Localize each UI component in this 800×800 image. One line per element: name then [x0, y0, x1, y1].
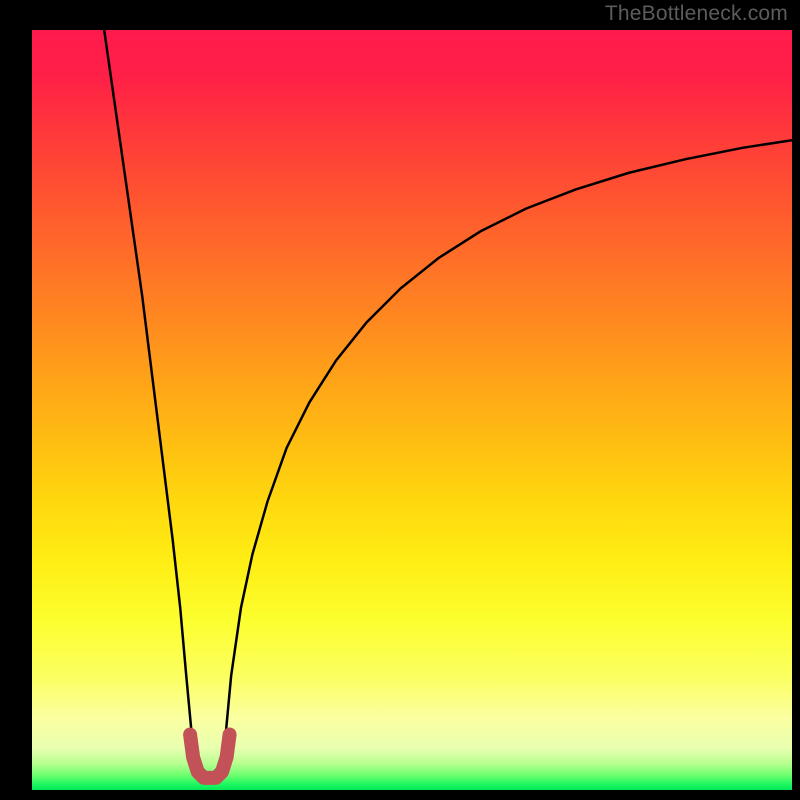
- gradient-background: [32, 30, 792, 790]
- watermark-label: TheBottleneck.com: [605, 2, 788, 26]
- plot-area: [32, 30, 792, 790]
- chart-frame: TheBottleneck.com: [0, 0, 800, 800]
